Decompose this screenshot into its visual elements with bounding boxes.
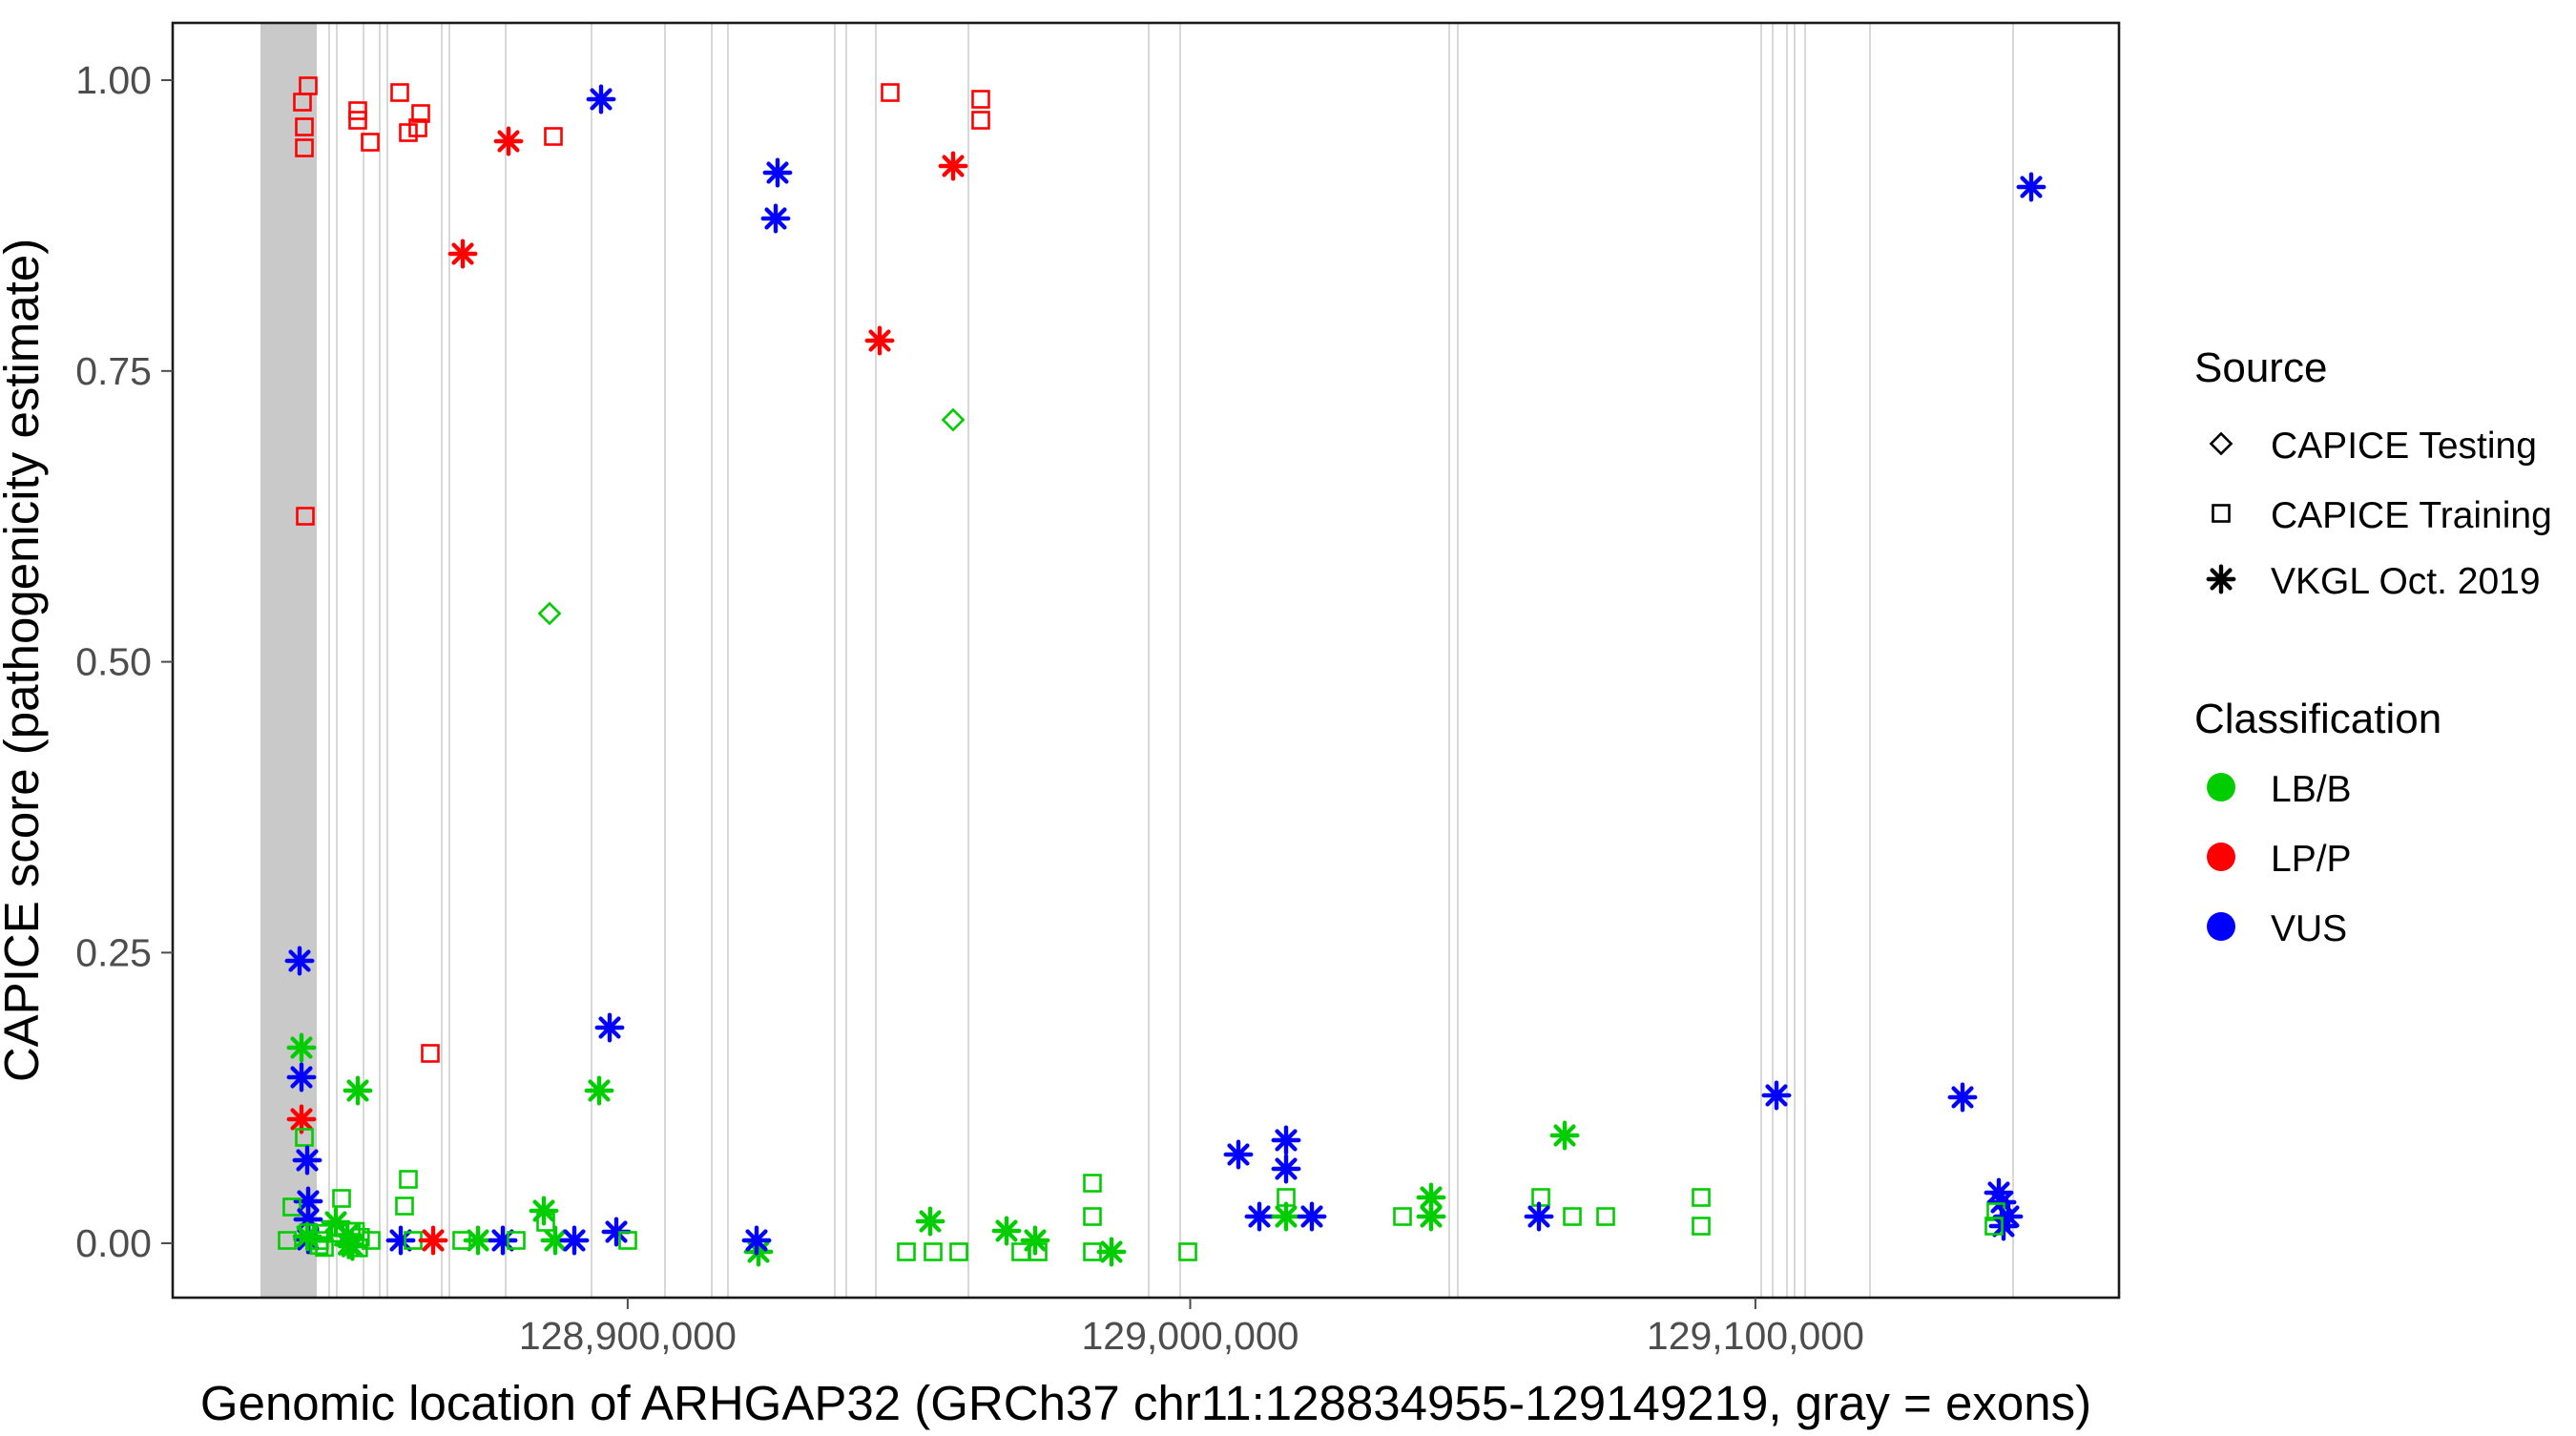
svg-text:Classification: Classification xyxy=(2194,696,2441,742)
svg-text:Source: Source xyxy=(2194,344,2327,391)
svg-text:128,900,000: 128,900,000 xyxy=(519,1314,737,1358)
svg-text:0.50: 0.50 xyxy=(75,640,152,684)
svg-text:VKGL Oct. 2019: VKGL Oct. 2019 xyxy=(2271,561,2541,602)
svg-text:0.75: 0.75 xyxy=(75,349,152,393)
svg-text:VUS: VUS xyxy=(2271,908,2347,949)
svg-text:129,000,000: 129,000,000 xyxy=(1081,1314,1298,1358)
svg-text:Genomic location of ARHGAP32 (: Genomic location of ARHGAP32 (GRCh37 chr… xyxy=(200,1376,2091,1430)
svg-text:LB/B: LB/B xyxy=(2271,769,2352,810)
svg-text:LP/P: LP/P xyxy=(2271,839,2352,880)
svg-text:CAPICE Training: CAPICE Training xyxy=(2271,495,2552,536)
svg-text:CAPICE Testing: CAPICE Testing xyxy=(2271,426,2537,467)
svg-text:0.25: 0.25 xyxy=(75,930,152,974)
svg-text:129,100,000: 129,100,000 xyxy=(1647,1314,1864,1358)
svg-text:1.00: 1.00 xyxy=(75,58,152,102)
svg-text:CAPICE score (pathogenicity es: CAPICE score (pathogenicity estimate) xyxy=(0,239,49,1082)
svg-text:0.00: 0.00 xyxy=(75,1221,152,1265)
